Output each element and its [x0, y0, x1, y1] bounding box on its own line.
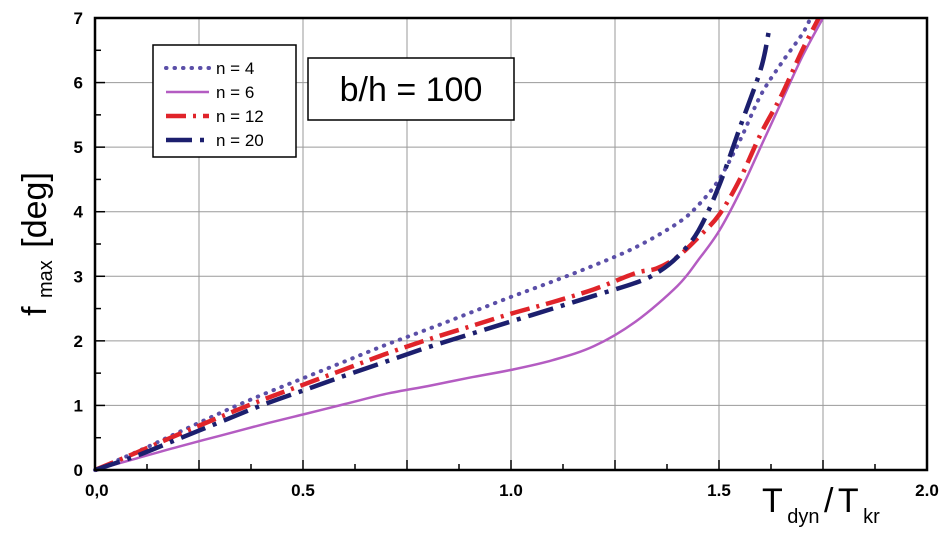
- minor-ticks: [95, 49, 876, 470]
- series-line-n-12: [94, 16, 821, 473]
- series-line-n-20: [94, 30, 772, 473]
- y-tick-label: 0: [74, 461, 83, 480]
- series-line-n-4: [93, 16, 813, 472]
- x-axis-label-sub1: dyn: [787, 506, 819, 528]
- legend-label-n-6: n = 6: [216, 83, 254, 102]
- legend-label-n-4: n = 4: [216, 59, 254, 78]
- x-axis-label-main2: T: [838, 482, 859, 520]
- y-tick-label: 2: [74, 332, 83, 351]
- y-axis-label-unit: [deg]: [16, 172, 54, 248]
- svg-text:f max [deg]: f max [deg]: [16, 172, 57, 316]
- annotation-box: [307, 57, 515, 121]
- legend: n = 4 n = 6 n = 12 n = 20: [152, 44, 297, 158]
- y-tick-labels: 0 1 2 3 4 5 6 7: [74, 9, 84, 480]
- y-axis-label-main: f: [16, 306, 54, 316]
- legend-label-n-12: n = 12: [216, 107, 264, 126]
- series-line-n-6: [94, 17, 825, 472]
- series-layer: [93, 16, 825, 473]
- y-tick-label: 5: [74, 138, 83, 157]
- x-tick-label: 2.0: [915, 481, 939, 500]
- annotation-text: b/h = 100: [340, 71, 483, 109]
- x-axis-label: T dyn / T kr: [762, 482, 880, 528]
- y-tick-label: 4: [74, 203, 84, 222]
- y-axis-label: f max [deg]: [16, 172, 57, 316]
- annotation: b/h = 100: [307, 57, 515, 121]
- y-tick-label: 7: [74, 9, 83, 28]
- y-tick-label: 3: [74, 267, 83, 286]
- x-tick-label: 1.5: [707, 481, 731, 500]
- x-axis-label-sub2: kr: [863, 506, 880, 528]
- x-axis-label-main1: T: [762, 482, 783, 520]
- x-tick-label: 0.5: [291, 481, 315, 500]
- y-tick-label: 1: [74, 396, 83, 415]
- x-axis-label-slash: /: [824, 482, 834, 520]
- plot-frame: [93, 16, 929, 472]
- x-tick-labels: 0,0 0.5 1.0 1.5 2.0: [85, 481, 939, 500]
- y-axis-label-sub: max: [35, 260, 57, 298]
- legend-label-n-20: n = 20: [216, 131, 264, 150]
- y-tick-label: 6: [74, 74, 83, 93]
- x-tick-label: 1.0: [499, 481, 523, 500]
- x-tick-label: 0,0: [85, 481, 109, 500]
